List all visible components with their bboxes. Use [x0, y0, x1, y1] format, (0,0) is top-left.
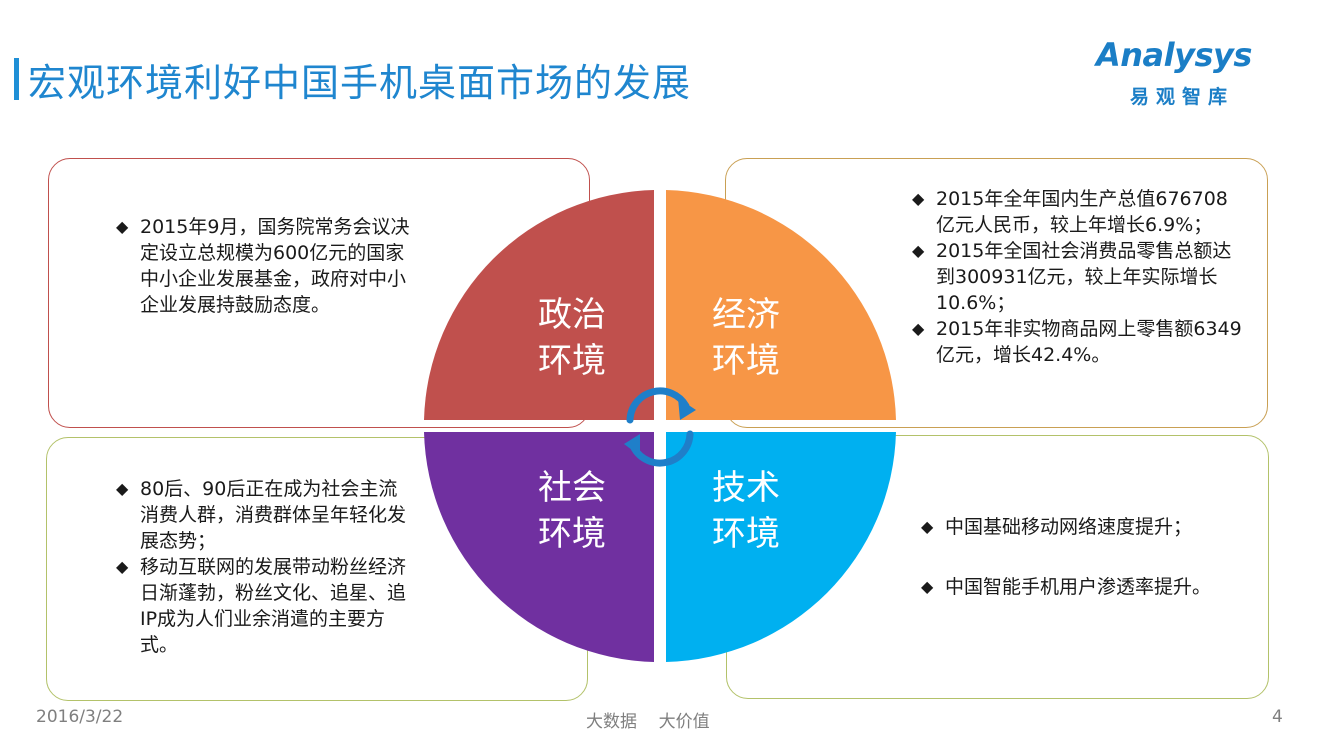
political-quadrant — [424, 190, 654, 420]
analysys-logo: Analysys 易观智库 — [1090, 36, 1290, 116]
technology-label: 技术 环境 — [712, 468, 780, 554]
bullet-item: 2015年全年国内生产总值676708亿元人民币，较上年增长6.9%； — [912, 186, 1242, 238]
footer-date: 2016/3/22 — [36, 707, 124, 727]
social-label: 社会 环境 — [538, 468, 606, 554]
title-accent-bar — [14, 58, 19, 100]
logo-chinese-name: 易观智库 — [1130, 86, 1235, 108]
bullet-item: 80后、90后正在成为社会主流消费人群，消费群体呈年轻化发展态势； — [116, 476, 406, 554]
pest-circle — [424, 190, 896, 662]
footer-slogan: 大数据 大价值 — [586, 712, 710, 732]
arrow-head-icon — [624, 434, 640, 456]
bullet-item: 2015年9月，国务院常务会议决定设立总规模为600亿元的国家中小企业发展基金，… — [116, 214, 416, 318]
cycle-arrows-icon — [626, 387, 694, 467]
bullet-item: 中国智能手机用户渗透率提升。 — [921, 574, 1221, 600]
social-quadrant — [424, 432, 654, 662]
social-bullets: 80后、90后正在成为社会主流消费人群，消费群体呈年轻化发展态势； 移动互联网的… — [116, 476, 406, 658]
economic-bullets: 2015年全年国内生产总值676708亿元人民币，较上年增长6.9%； 2015… — [912, 186, 1242, 368]
technology-bullets: 中国基础移动网络速度提升； 中国智能手机用户渗透率提升。 — [921, 514, 1221, 634]
political-bullets: 2015年9月，国务院常务会议决定设立总规模为600亿元的国家中小企业发展基金，… — [116, 214, 416, 318]
economic-label: 经济 环境 — [712, 295, 780, 381]
technology-quadrant — [666, 432, 896, 662]
bullet-item: 2015年全国社会消费品零售总额达到300931亿元，较上年实际增长10.6%； — [912, 238, 1242, 316]
logo-wordmark: Analysys — [1096, 36, 1252, 74]
page-title: 宏观环境利好中国手机桌面市场的发展 — [28, 61, 692, 105]
economic-quadrant — [666, 190, 896, 420]
bullet-item: 2015年非实物商品网上零售额6349亿元，增长42.4%。 — [912, 316, 1242, 368]
political-label: 政治 环境 — [538, 295, 606, 381]
bullet-item: 中国基础移动网络速度提升； — [921, 514, 1221, 540]
page-number: 4 — [1272, 707, 1283, 727]
bullet-item: 移动互联网的发展带动粉丝经济日渐蓬勃，粉丝文化、追星、追IP成为人们业余消遣的主… — [116, 554, 406, 658]
arrow-head-icon — [678, 398, 696, 420]
